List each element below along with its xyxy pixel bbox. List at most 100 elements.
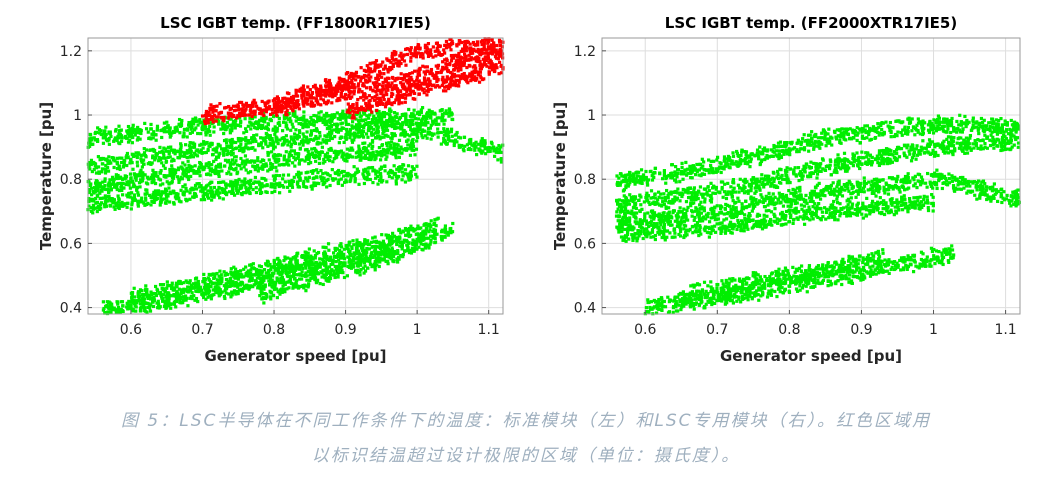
data-point (341, 174, 346, 178)
data-point (283, 96, 287, 100)
data-point (420, 134, 424, 138)
data-point (364, 250, 368, 254)
data-point (119, 307, 123, 312)
data-point (394, 156, 398, 160)
data-point (175, 295, 179, 299)
data-point (276, 141, 280, 146)
data-point (413, 127, 417, 131)
data-point (132, 172, 136, 176)
data-point (319, 169, 323, 173)
data-point (460, 60, 464, 65)
data-point (369, 125, 373, 130)
data-point (327, 124, 331, 128)
data-point (383, 153, 387, 157)
data-point (329, 255, 333, 259)
data-point (333, 248, 338, 252)
data-point (373, 265, 377, 269)
data-point (341, 169, 345, 174)
data-point (248, 116, 252, 120)
data-point (88, 132, 92, 137)
data-point (273, 267, 277, 271)
data-point (233, 146, 238, 151)
data-point (106, 306, 110, 310)
data-point (395, 120, 400, 124)
data-point (415, 237, 419, 242)
data-point (348, 179, 352, 184)
data-point (229, 153, 234, 157)
data-point (348, 153, 352, 157)
data-point (145, 288, 149, 292)
data-point (208, 133, 212, 137)
data-point (326, 132, 330, 136)
data-point (289, 145, 293, 149)
data-point (152, 298, 156, 302)
data-point (425, 223, 429, 227)
data-point (92, 204, 96, 208)
data-point (224, 141, 229, 145)
data-point (246, 138, 251, 143)
data-point (173, 126, 177, 130)
data-point (344, 127, 349, 132)
data-point (281, 120, 286, 124)
data-point (289, 183, 293, 187)
data-point (215, 287, 220, 292)
data-point (307, 155, 312, 159)
data-point (306, 269, 310, 274)
data-point (354, 127, 358, 131)
data-point (160, 135, 164, 140)
data-point (223, 149, 227, 153)
data-point (350, 245, 354, 249)
data-point (230, 158, 235, 162)
data-point (351, 239, 355, 243)
data-point (334, 255, 339, 259)
data-point (340, 183, 344, 187)
data-point (184, 298, 188, 302)
data-point (171, 150, 176, 154)
data-point (97, 131, 102, 135)
data-point (130, 161, 134, 165)
data-point (389, 249, 393, 254)
data-point (373, 254, 377, 258)
data-point (427, 87, 431, 92)
data-point (229, 139, 233, 144)
data-point (179, 123, 184, 128)
data-point (296, 251, 300, 255)
data-point (420, 238, 424, 242)
data-point (184, 172, 188, 176)
data-point (329, 115, 334, 119)
data-point (455, 62, 459, 67)
data-point (233, 161, 237, 165)
data-point (262, 274, 266, 278)
data-point (390, 131, 394, 136)
data-point (363, 78, 368, 82)
data-point (393, 133, 397, 138)
data-point (309, 115, 313, 120)
data-point (325, 185, 329, 189)
data-point (309, 276, 313, 281)
data-point (198, 120, 202, 125)
data-point (328, 127, 332, 131)
data-point (395, 167, 399, 171)
data-point (332, 157, 336, 161)
data-point (375, 111, 379, 115)
data-point (123, 159, 127, 163)
data-point (207, 161, 211, 165)
data-point (206, 148, 210, 153)
data-point (487, 60, 491, 64)
data-point (217, 153, 221, 157)
data-point (359, 114, 363, 118)
data-point (293, 110, 297, 114)
data-point (370, 140, 375, 144)
data-point (391, 255, 396, 259)
data-point (266, 169, 270, 173)
data-point (152, 193, 156, 197)
data-point (355, 245, 359, 249)
data-point (162, 121, 167, 125)
data-point (171, 294, 175, 298)
data-point (237, 139, 241, 143)
data-point (246, 124, 250, 128)
data-point (402, 73, 407, 77)
data-point (424, 242, 428, 246)
data-point (258, 191, 263, 196)
